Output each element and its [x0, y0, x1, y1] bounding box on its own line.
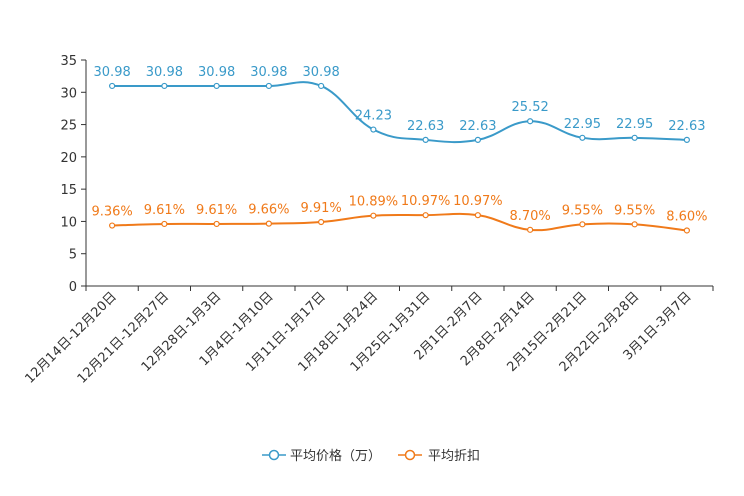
y-tick-label: 20 — [60, 151, 77, 166]
data-point[interactable] — [161, 82, 168, 90]
data-label: 30.98 — [303, 65, 340, 80]
legend-marker-icon — [268, 449, 280, 461]
data-label: 25.52 — [512, 100, 549, 115]
axes: 0 5 10 15 20 25 30 35 12月14日-12月20日12月21日-12月27日… — [22, 54, 714, 387]
data-point[interactable] — [109, 82, 116, 90]
data-label: 22.63 — [407, 119, 444, 134]
data-point[interactable] — [631, 221, 638, 228]
y-tick-label: 30 — [60, 86, 77, 101]
data-point[interactable] — [213, 82, 220, 90]
data-point[interactable] — [422, 136, 429, 143]
data-point[interactable] — [318, 82, 325, 90]
data-point[interactable] — [370, 212, 377, 219]
data-point[interactable] — [683, 136, 690, 143]
data-label: 8.70% — [509, 209, 550, 224]
data-label: 24.23 — [355, 109, 392, 124]
data-label: 22.95 — [564, 117, 601, 132]
data-label: 10.89% — [349, 195, 399, 210]
data-point[interactable] — [683, 227, 690, 234]
legend-item-1[interactable]: 平均折扣 — [398, 449, 480, 464]
x-tick-label: 12月21日-12月27日 — [75, 289, 172, 386]
series-line-0 — [112, 81, 687, 144]
legend-label: 平均折扣 — [428, 449, 480, 464]
data-label: 30.98 — [198, 65, 235, 80]
data-label: 9.55% — [614, 203, 655, 218]
data-point[interactable] — [631, 134, 638, 141]
data-point[interactable] — [422, 212, 429, 219]
y-tick-label: 25 — [60, 119, 77, 134]
y-tick-label: 0 — [69, 280, 77, 295]
legend-marker-icon — [404, 449, 416, 461]
data-label: 9.61% — [196, 203, 237, 218]
data-point[interactable] — [527, 226, 534, 233]
data-label: 30.98 — [94, 65, 131, 80]
data-point[interactable] — [161, 220, 168, 228]
data-point[interactable] — [265, 82, 272, 90]
y-tick-label: 15 — [60, 183, 77, 198]
data-point[interactable] — [474, 212, 481, 219]
data-point[interactable] — [265, 220, 272, 227]
data-point[interactable] — [527, 118, 534, 125]
legend-item-0[interactable]: 平均价格（万） — [262, 448, 381, 464]
data-point[interactable] — [474, 136, 481, 143]
legend[interactable]: 平均价格（万） 平均折扣 — [262, 448, 480, 464]
data-point[interactable] — [370, 126, 377, 133]
data-labels: 30.98 30.98 30.98 30.98 30.98 24.23 22.63 22.63… — [91, 65, 707, 225]
data-point[interactable] — [579, 134, 586, 141]
data-label: 9.61% — [144, 203, 185, 218]
series-layer — [109, 81, 690, 234]
data-label: 22.63 — [668, 119, 705, 134]
x-tick-label: 12月14日-12月20日 — [22, 289, 119, 386]
data-label: 30.98 — [146, 65, 183, 80]
data-point[interactable] — [318, 218, 325, 226]
series-line-1 — [112, 212, 687, 232]
data-label: 9.66% — [248, 203, 289, 218]
data-label: 9.55% — [562, 203, 603, 218]
data-label: 30.98 — [250, 65, 287, 80]
data-label: 10.97% — [453, 194, 503, 209]
data-label: 22.95 — [616, 117, 653, 132]
data-point[interactable] — [213, 220, 220, 228]
y-tick-label: 5 — [69, 248, 77, 263]
legend-label: 平均价格（万） — [290, 448, 381, 464]
data-label: 22.63 — [459, 119, 496, 134]
data-label: 8.60% — [666, 209, 707, 224]
y-tick-label: 10 — [60, 215, 77, 230]
y-tick-label: 35 — [60, 54, 77, 69]
data-label: 9.91% — [300, 201, 341, 216]
data-point[interactable] — [579, 221, 586, 228]
data-label: 10.97% — [401, 194, 451, 209]
data-point[interactable] — [109, 222, 116, 229]
data-label: 9.36% — [91, 205, 132, 220]
